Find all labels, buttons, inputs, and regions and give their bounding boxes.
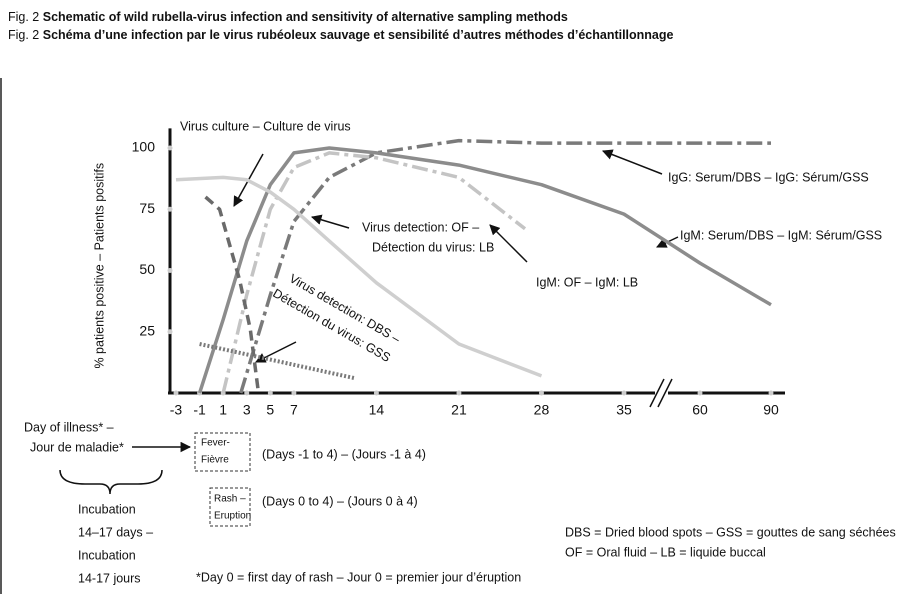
title-label: Fig. 2: [8, 10, 39, 24]
series-line: [221, 151, 527, 394]
x-tick: [244, 390, 250, 396]
series-line: [199, 342, 356, 381]
day-label: Jour de maladie*: [30, 440, 124, 454]
annotation: Virus detection: OF –: [362, 220, 479, 234]
incubation: 14-17 jours: [78, 571, 141, 585]
x-tick-label: 60: [692, 402, 708, 418]
x-tick-label: -3: [170, 402, 183, 418]
rash-box: [209, 487, 251, 527]
annotation: IgM: OF – IgM: LB: [536, 275, 638, 289]
rash-box-label: Eruption: [214, 511, 251, 522]
chart-title: Fig. 2 Schéma d’une infection par le vir…: [8, 28, 674, 42]
y-tick: [167, 329, 173, 335]
incubation: Incubation: [78, 548, 136, 562]
abbreviation: OF = Oral fluid – LB = liquide buccal: [565, 545, 766, 559]
y-tick: [167, 206, 173, 212]
x-tick-label: -1: [193, 402, 206, 418]
x-tick-label: 1: [219, 402, 227, 418]
y-tick-label: 75: [139, 200, 155, 216]
series-line: [175, 175, 543, 378]
x-tick-label: 90: [763, 402, 779, 418]
x-tick: [173, 390, 179, 396]
title-label: Fig. 2: [8, 28, 39, 42]
y-axis-label: % patients positive – Patients positifs: [92, 163, 106, 369]
axis-break: [657, 378, 673, 408]
footnote: *Day 0 = first day of rash – Jour 0 = pr…: [196, 570, 521, 584]
x-tick-label: 5: [266, 402, 274, 418]
axis-break: [649, 378, 665, 408]
x-tick: [267, 390, 273, 396]
y-tick: [167, 145, 173, 151]
x-tick-label: 3: [243, 402, 251, 418]
series-line: [239, 138, 771, 394]
x-tick: [538, 390, 544, 396]
y-tick-label: 50: [139, 261, 155, 277]
fever-box-label: Fièvre: [201, 455, 229, 466]
annotation: IgM: Serum/DBS – IgM: Sérum/GSS: [680, 228, 882, 242]
x-tick: [697, 390, 703, 396]
x-tick-label: 28: [534, 402, 550, 418]
day-label: Day of illness* –: [24, 420, 114, 434]
arrows: [59, 149, 679, 495]
series-line: [197, 146, 772, 394]
annotation: Virus culture – Culture de virus: [180, 119, 351, 133]
series-line: [204, 195, 261, 394]
annotation: Détection du virus: LB: [372, 240, 494, 254]
rash-box-label: Rash –: [214, 494, 246, 505]
fever-box-label: Fever-: [201, 438, 230, 449]
annotation: IgG: Serum/DBS – IgG: Sérum/GSS: [668, 170, 869, 184]
abbreviation: DBS = Dried blood spots – GSS = gouttes …: [565, 525, 896, 539]
y-tick-label: 100: [132, 139, 156, 155]
y-tick-label: 25: [139, 322, 155, 338]
incubation: 14–17 days –: [78, 525, 153, 539]
x-tick-label: 7: [290, 402, 298, 418]
x-tick: [291, 390, 297, 396]
fever-box: [194, 432, 251, 472]
incubation: Incubation: [78, 502, 136, 516]
x-tick-label: 21: [451, 402, 467, 418]
y-tick: [167, 268, 173, 273]
x-tick-label: 14: [369, 402, 385, 418]
title-text: Schematic of wild rubella-virus infectio…: [43, 10, 568, 24]
x-tick: [621, 390, 627, 396]
title-text: Schéma d’une infection par le virus rubé…: [43, 28, 674, 42]
chart-title: Fig. 2 Schematic of wild rubella-virus i…: [8, 10, 568, 24]
x-tick: [373, 390, 379, 396]
fever-text: (Days -1 to 4) – (Jours -1 à 4): [262, 447, 426, 461]
x-tick: [768, 390, 774, 396]
rash-text: (Days 0 to 4) – (Jours 0 à 4): [262, 494, 418, 508]
x-tick-label: 35: [616, 402, 632, 418]
x-tick: [456, 390, 462, 396]
